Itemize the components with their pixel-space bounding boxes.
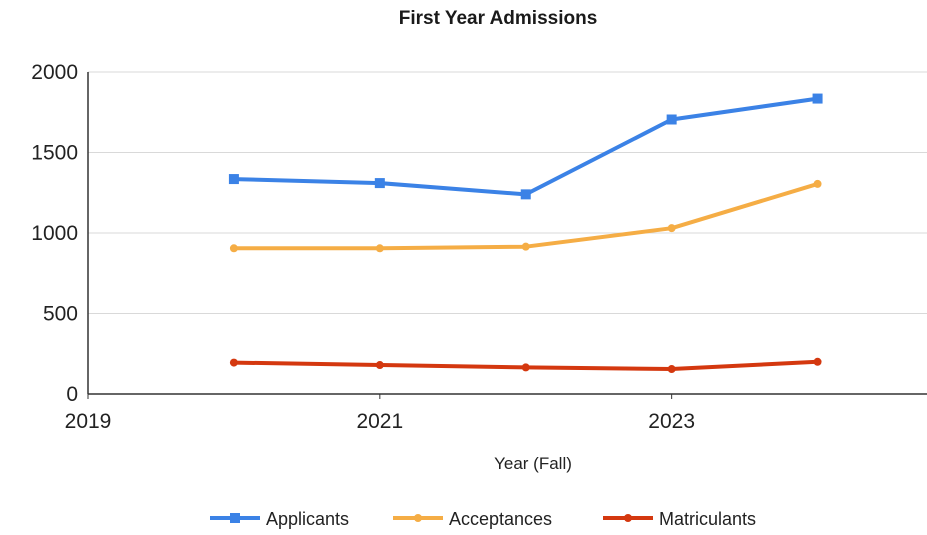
legend-label: Acceptances [449,509,552,529]
data-point [374,178,385,189]
data-point [666,114,677,125]
data-point [813,179,822,188]
data-point [667,224,676,233]
x-tick-label: 2019 [65,410,112,433]
data-point [813,357,822,366]
data-point [521,363,530,372]
x-tick-labels: 2019 2021 2023 [65,394,695,433]
series-applicants [228,93,823,200]
legend-marker [414,514,422,522]
x-tick-label: 2023 [648,410,695,433]
y-tick-label: 1000 [31,222,78,245]
legend-marker [624,514,632,522]
data-point [228,174,239,185]
gridlines [88,71,927,314]
legend-label: Applicants [266,509,349,529]
data-point [229,358,238,367]
data-point [667,365,676,374]
axes [87,72,927,395]
data-point [375,244,384,253]
y-tick-label: 2000 [31,61,78,84]
legend-marker [230,513,240,523]
data-point [520,189,531,200]
data-point [521,242,530,251]
chart-title: First Year Admissions [399,8,598,29]
y-tick-label: 500 [43,303,78,326]
series-acceptances [229,179,822,253]
y-tick-label: 0 [66,383,78,406]
legend-item-applicants: Applicants [210,509,349,529]
x-axis-label: Year (Fall) [494,454,572,473]
y-tick-label: 1500 [31,142,78,165]
y-tick-labels: 0 500 1000 1500 2000 [31,61,78,406]
series [228,93,823,374]
data-point [229,244,238,253]
x-tick-label: 2021 [356,410,403,433]
series-line-applicants [231,96,820,197]
series-matriculants [229,357,822,374]
legend-label: Matriculants [659,509,756,529]
legend-item-acceptances: Acceptances [393,509,552,529]
legend: Applicants Acceptances Matriculants [210,509,756,529]
data-point [375,361,384,370]
legend-item-matriculants: Matriculants [603,509,756,529]
data-point [812,93,823,104]
